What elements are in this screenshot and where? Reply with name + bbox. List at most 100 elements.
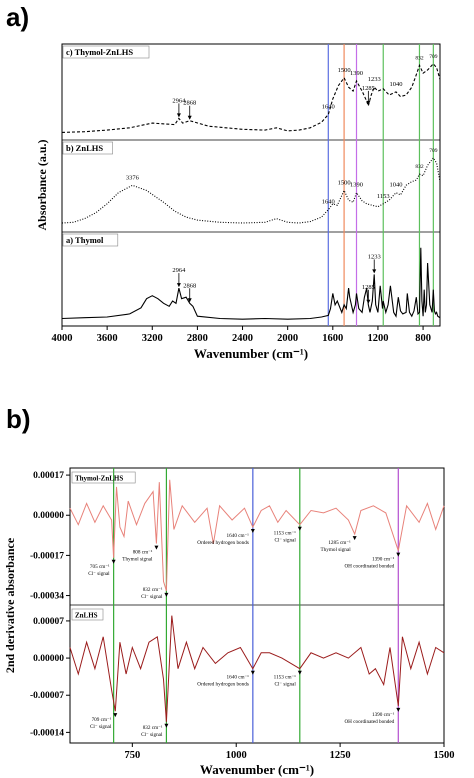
- annotation-marker: [154, 545, 159, 550]
- x-tick-label: 1000: [226, 750, 247, 761]
- peak-label-1640: 1640: [322, 104, 335, 111]
- series-label-box: [62, 45, 150, 59]
- panel-b-letter: b): [6, 404, 31, 434]
- series-line-1: [61, 156, 441, 224]
- second-derivative-chart: 0.00017 0.00000 -0.00017 -0.00034 Thymol-ZnL…: [3, 467, 455, 777]
- derivative-line-0: [69, 479, 445, 591]
- series-line-2: [61, 247, 441, 320]
- series-label-text: b) ZnLHS: [66, 143, 103, 153]
- annotation-label: 808 cm⁻¹: [133, 550, 153, 556]
- peak-label-2964: 2964: [172, 267, 186, 274]
- annotation-label: 705 cm⁻¹: [90, 564, 110, 570]
- annotation-label: Cl⁻ signal: [141, 594, 163, 600]
- plot-frame: [61, 43, 441, 327]
- series-label-0: c) Thymol-ZnLHS: [62, 45, 150, 59]
- peak-label-1285: 1285: [362, 85, 375, 92]
- peak-arrow-head: [187, 115, 192, 120]
- annotation-label: 1390 cm⁻¹: [372, 557, 395, 563]
- y-axis-label: 2nd derivative absorbance: [3, 537, 17, 673]
- annotation-label: Cl⁻ signal: [90, 724, 112, 730]
- peak-label-3376: 3376: [126, 174, 140, 181]
- subplot-label-text: ZnLHS: [75, 612, 98, 620]
- peak-label-832: 832: [415, 55, 424, 61]
- peak-label-1500: 1500: [338, 179, 351, 186]
- x-tick-label: 1200: [367, 333, 388, 344]
- annotation-marker: [352, 536, 357, 541]
- annotation-marker: [250, 529, 255, 534]
- annotation-label: OH coordinated bonded: [344, 564, 394, 570]
- annotation-marker: [297, 526, 302, 531]
- peak-arrow-head: [187, 298, 192, 303]
- series-line-0: [61, 62, 441, 133]
- peak-label-1500: 1500: [338, 67, 351, 74]
- x-tick-label: 3200: [142, 333, 163, 344]
- annotation-label: 1285 cm⁻¹: [328, 540, 351, 546]
- peak-label-1040: 1040: [389, 81, 402, 88]
- annotation-label: Ordered hydrogen bonds: [197, 540, 249, 546]
- series-label-text: c) Thymol-ZnLHS: [66, 47, 133, 57]
- annotation-label: Cl⁻ signal: [88, 571, 110, 577]
- x-tick-label: 4000: [52, 333, 73, 344]
- y-tick-label: 0.00000: [33, 654, 64, 664]
- x-axis-label: Wavenumber (cm⁻¹): [200, 762, 314, 777]
- y-tick-label: 0.00007: [33, 617, 64, 627]
- peak-label-2868: 2868: [183, 282, 196, 289]
- x-tick-label: 1500: [434, 750, 455, 761]
- x-tick-label: 1250: [330, 750, 351, 761]
- subplot-label-text: Thymol-ZnLHS: [75, 475, 123, 483]
- annotation-label: Thymol signal: [321, 547, 352, 553]
- peak-arrow-head: [366, 299, 371, 304]
- annotation-marker: [113, 713, 118, 718]
- annotation-label: 1640 cm⁻¹: [227, 675, 250, 681]
- x-tick-label: 3600: [97, 333, 118, 344]
- peak-label-832: 832: [415, 164, 424, 170]
- x-tick-label: 800: [415, 333, 431, 344]
- y-tick-label: -0.00017: [30, 551, 64, 561]
- annotation-marker: [164, 723, 169, 728]
- annotation-label: Cl⁻ signal: [274, 682, 296, 688]
- peak-label-1233: 1233: [368, 253, 381, 260]
- peak-arrow-head: [176, 283, 181, 288]
- annotation-marker: [396, 552, 401, 557]
- panel-a-letter: a): [6, 2, 30, 32]
- peak-arrow-head: [176, 113, 181, 118]
- peak-label-1640: 1640: [322, 199, 335, 206]
- peak-label-1153: 1153: [377, 193, 390, 200]
- derivative-line-1: [69, 615, 445, 722]
- peak-label-1390: 1390: [350, 182, 363, 189]
- peak-label-709: 709: [429, 148, 438, 154]
- subplot-label-0: Thymol-ZnLHS: [71, 471, 136, 484]
- y-tick-label: -0.00034: [30, 592, 64, 602]
- x-tick-label: 750: [124, 750, 140, 761]
- annotation-marker: [396, 707, 401, 712]
- annotation-label: OH coordinated bonded: [344, 719, 394, 725]
- annotation-label: Thymol signal: [122, 557, 153, 563]
- plot-frame: [69, 467, 445, 744]
- subplot-label-1: ZnLHS: [71, 608, 104, 621]
- x-axis-label: Wavenumber (cm⁻¹): [194, 346, 308, 361]
- series-label-text: a) Thymol: [66, 235, 104, 245]
- annotation-label: 1640 cm⁻¹: [227, 533, 250, 539]
- peak-label-1390: 1390: [350, 70, 363, 77]
- annotation-marker: [111, 559, 116, 564]
- peak-label-709: 709: [429, 54, 438, 60]
- peak-arrow-head: [372, 269, 377, 274]
- peak-label-1040: 1040: [389, 182, 402, 189]
- series-label-box: [62, 141, 113, 155]
- annotation-marker: [164, 592, 169, 597]
- y-tick-label: 0.00000: [33, 511, 64, 521]
- peak-label-2868: 2868: [183, 100, 196, 107]
- peak-label-2964: 2964: [172, 97, 186, 104]
- y-tick-label: -0.00014: [30, 728, 64, 738]
- annotation-label: Ordered hydrogen bonds: [197, 682, 249, 688]
- series-label-box: [62, 233, 119, 247]
- annotation-label: Cl⁻ signal: [274, 538, 296, 544]
- y-axis-label: Absorbance (a.u.): [35, 139, 49, 230]
- series-label-1: b) ZnLHS: [62, 141, 113, 155]
- x-tick-label: 2400: [232, 333, 253, 344]
- x-tick-label: 2000: [277, 333, 298, 344]
- peak-label-1233: 1233: [368, 76, 381, 83]
- annotation-label: 832 cm⁻¹: [143, 725, 163, 731]
- series-label-2: a) Thymol: [62, 233, 119, 247]
